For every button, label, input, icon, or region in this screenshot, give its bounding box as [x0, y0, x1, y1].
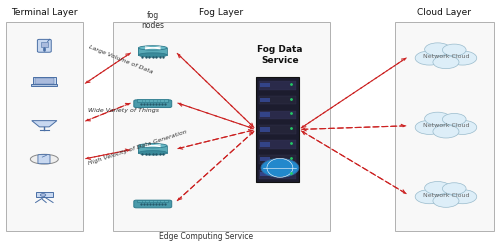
Circle shape	[428, 115, 464, 133]
Text: High Velocity of Data Generation: High Velocity of Data Generation	[88, 130, 188, 166]
Polygon shape	[32, 121, 57, 127]
Circle shape	[442, 44, 466, 56]
FancyBboxPatch shape	[260, 98, 270, 102]
Text: Network Cloud: Network Cloud	[422, 123, 469, 128]
Circle shape	[424, 182, 450, 194]
Text: Cloud Layer: Cloud Layer	[418, 8, 472, 17]
FancyBboxPatch shape	[36, 192, 53, 197]
FancyBboxPatch shape	[32, 77, 56, 85]
FancyBboxPatch shape	[260, 157, 270, 161]
FancyBboxPatch shape	[259, 125, 296, 134]
Text: Terminal Layer: Terminal Layer	[11, 8, 78, 17]
FancyBboxPatch shape	[113, 22, 330, 231]
FancyBboxPatch shape	[260, 142, 270, 147]
Circle shape	[442, 113, 466, 125]
FancyBboxPatch shape	[138, 146, 167, 153]
FancyBboxPatch shape	[260, 172, 270, 176]
FancyBboxPatch shape	[394, 22, 494, 231]
Circle shape	[415, 51, 444, 65]
Circle shape	[424, 112, 450, 125]
FancyBboxPatch shape	[260, 127, 270, 132]
Circle shape	[40, 193, 46, 196]
Text: Network Cloud: Network Cloud	[422, 192, 469, 197]
Text: fog
nodes: fog nodes	[142, 11, 165, 30]
FancyBboxPatch shape	[35, 78, 54, 84]
Ellipse shape	[138, 46, 167, 50]
Text: Wide Variety of Things: Wide Variety of Things	[88, 108, 159, 113]
Ellipse shape	[138, 151, 167, 155]
FancyBboxPatch shape	[256, 77, 299, 182]
FancyBboxPatch shape	[259, 155, 296, 164]
Circle shape	[415, 120, 444, 134]
Ellipse shape	[30, 154, 58, 164]
Ellipse shape	[138, 143, 167, 148]
Circle shape	[424, 43, 450, 56]
FancyBboxPatch shape	[259, 170, 296, 179]
FancyBboxPatch shape	[260, 83, 270, 87]
Circle shape	[448, 51, 476, 65]
Circle shape	[448, 120, 476, 134]
FancyBboxPatch shape	[38, 39, 52, 52]
Text: Fog Data
Service: Fog Data Service	[257, 46, 302, 65]
Circle shape	[415, 190, 444, 204]
Text: Fog Layer: Fog Layer	[200, 8, 244, 17]
Circle shape	[428, 46, 464, 63]
FancyBboxPatch shape	[40, 42, 48, 47]
FancyBboxPatch shape	[259, 140, 296, 149]
FancyBboxPatch shape	[259, 111, 296, 119]
Circle shape	[261, 158, 299, 177]
Circle shape	[442, 183, 466, 194]
Circle shape	[433, 194, 459, 207]
Circle shape	[428, 185, 464, 202]
FancyBboxPatch shape	[6, 22, 83, 231]
Circle shape	[433, 56, 459, 69]
Circle shape	[448, 190, 476, 204]
FancyBboxPatch shape	[259, 81, 296, 90]
Text: Large Volume of Data: Large Volume of Data	[88, 44, 154, 75]
FancyBboxPatch shape	[134, 100, 172, 108]
FancyBboxPatch shape	[260, 112, 270, 117]
FancyBboxPatch shape	[138, 48, 167, 55]
FancyBboxPatch shape	[259, 96, 296, 104]
FancyBboxPatch shape	[32, 84, 58, 86]
Text: Edge Computing Service: Edge Computing Service	[160, 232, 254, 241]
Ellipse shape	[138, 53, 167, 57]
Text: Network Cloud: Network Cloud	[422, 54, 469, 59]
FancyBboxPatch shape	[38, 155, 50, 164]
FancyBboxPatch shape	[138, 99, 168, 102]
FancyBboxPatch shape	[138, 200, 168, 202]
FancyBboxPatch shape	[134, 200, 172, 208]
Circle shape	[433, 125, 459, 138]
